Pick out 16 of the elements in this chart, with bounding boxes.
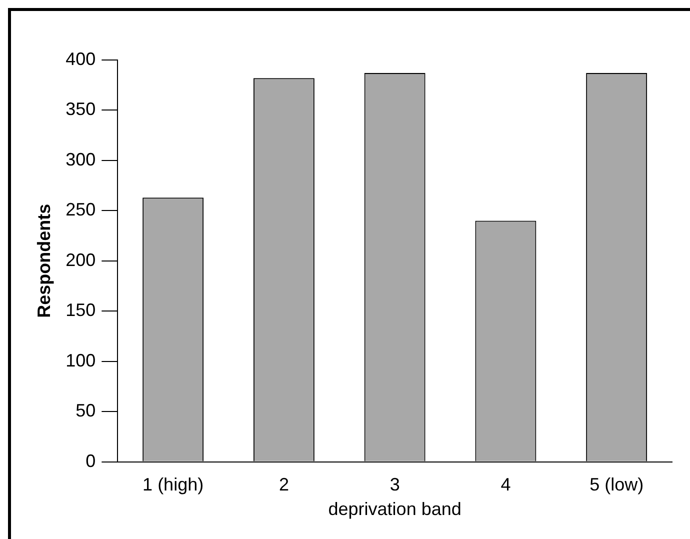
x-axis-title: deprivation band: [328, 499, 462, 520]
x-tick-label: 2: [278, 474, 289, 495]
x-tick-label: 4: [500, 474, 511, 495]
y-tick-label: 100: [66, 350, 96, 370]
y-tick-label: 150: [66, 300, 96, 320]
x-tick-label: 1 (high): [142, 474, 204, 495]
y-tick-label: 200: [66, 250, 96, 270]
y-tick-label: 350: [66, 99, 96, 120]
y-tick-label: 0: [86, 450, 96, 471]
y-axis-title: Respondents: [34, 204, 54, 318]
x-tick-label: 3: [390, 474, 400, 495]
y-tick-label: 250: [66, 200, 96, 220]
y-tick-label: 300: [66, 149, 96, 170]
y-tick-label: 400: [66, 48, 96, 69]
x-tick-label: 5 (low): [590, 474, 644, 495]
y-tick-label: 50: [76, 400, 96, 421]
